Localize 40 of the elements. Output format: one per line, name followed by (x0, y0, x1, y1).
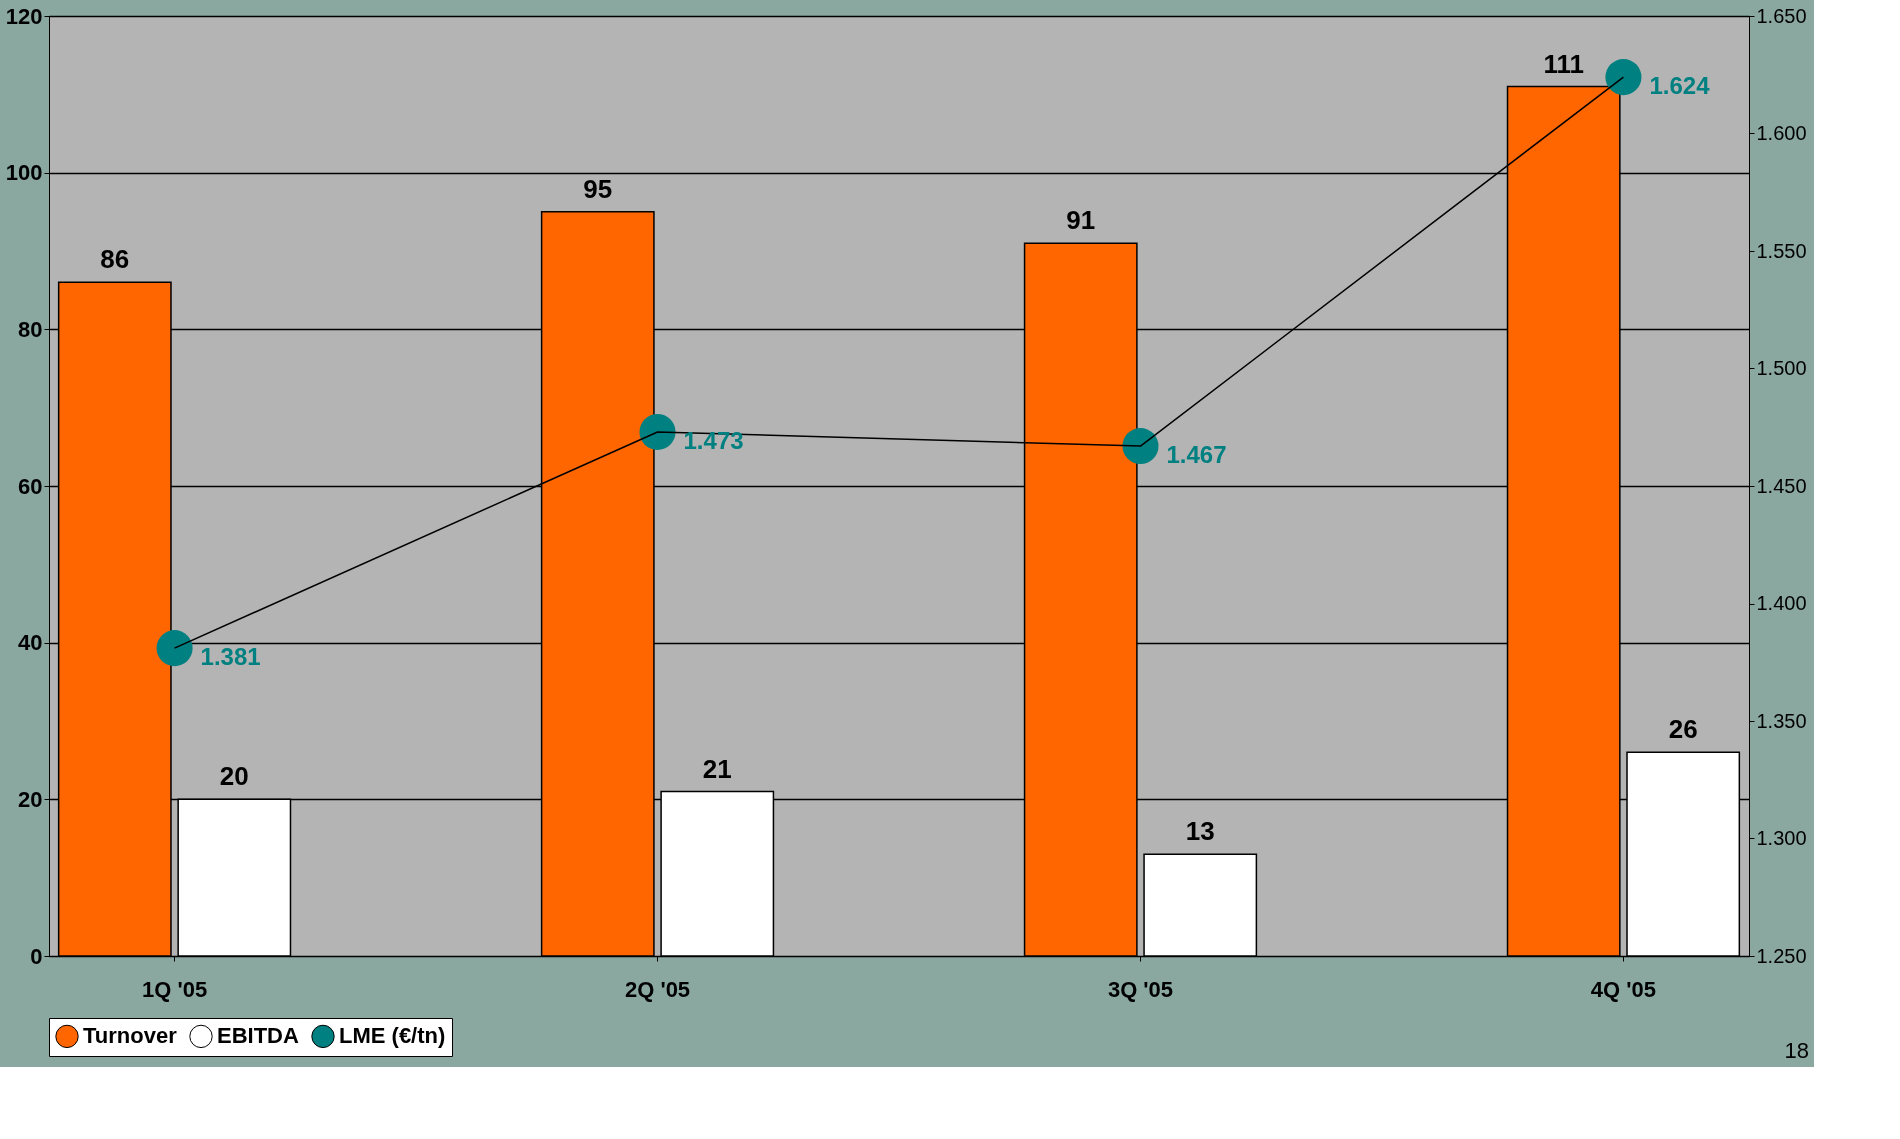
data-label: 13 (1185, 816, 1215, 847)
data-label: 1.381 (200, 643, 261, 671)
point (1605, 59, 1642, 96)
y2-tick-label: 1.600 (1756, 122, 1807, 144)
point (1122, 428, 1159, 465)
data-label: 1.624 (1649, 72, 1711, 100)
y-tick-label: 100 (5, 160, 43, 186)
y-tick-label: 20 (18, 786, 43, 812)
y-tick-label: 120 (5, 3, 43, 29)
y2-tick-label: 1.300 (1756, 827, 1807, 849)
data-label: 1.473 (683, 426, 744, 454)
data-label: 20 (219, 761, 249, 792)
y-tick-label: 80 (18, 316, 43, 342)
point (156, 630, 193, 667)
y2-tick-label: 1.650 (1756, 4, 1807, 27)
text: 18 (1784, 1038, 1809, 1063)
y2-tick-label: 1.450 (1756, 474, 1807, 497)
y2-tick-label: 1.500 (1756, 357, 1807, 379)
y2-tick-label: 1.350 (1756, 709, 1807, 732)
data-label: 21 (702, 753, 732, 784)
x-tick-label: 4Q '05 (1590, 976, 1657, 1002)
x-tick-label: 1Q '05 (141, 976, 208, 1002)
y-tick-label: 40 (18, 630, 43, 656)
y2-tick-label: 1.550 (1756, 239, 1807, 262)
data-label: 95 (583, 173, 613, 204)
y2-tick-label: 1.250 (1756, 944, 1807, 967)
y-tick-label: 0 (30, 943, 43, 969)
legend-label: Turnover (83, 1023, 178, 1049)
y-tick-label: 60 (18, 473, 43, 499)
data-label: 91 (1066, 205, 1096, 236)
point (639, 413, 676, 450)
data-label: 1.467 (1166, 441, 1227, 469)
data-label: 86 (100, 244, 130, 275)
x-tick-label: 3Q '05 (1107, 976, 1174, 1002)
x-tick-label: 2Q '05 (624, 976, 691, 1002)
legend-label: LME (€/tn) (339, 1023, 446, 1049)
data-label: 26 (1668, 714, 1698, 745)
y2-tick-label: 1.400 (1756, 592, 1807, 614)
legend-label: EBITDA (217, 1023, 299, 1049)
data-label: 111 (1543, 48, 1584, 79)
